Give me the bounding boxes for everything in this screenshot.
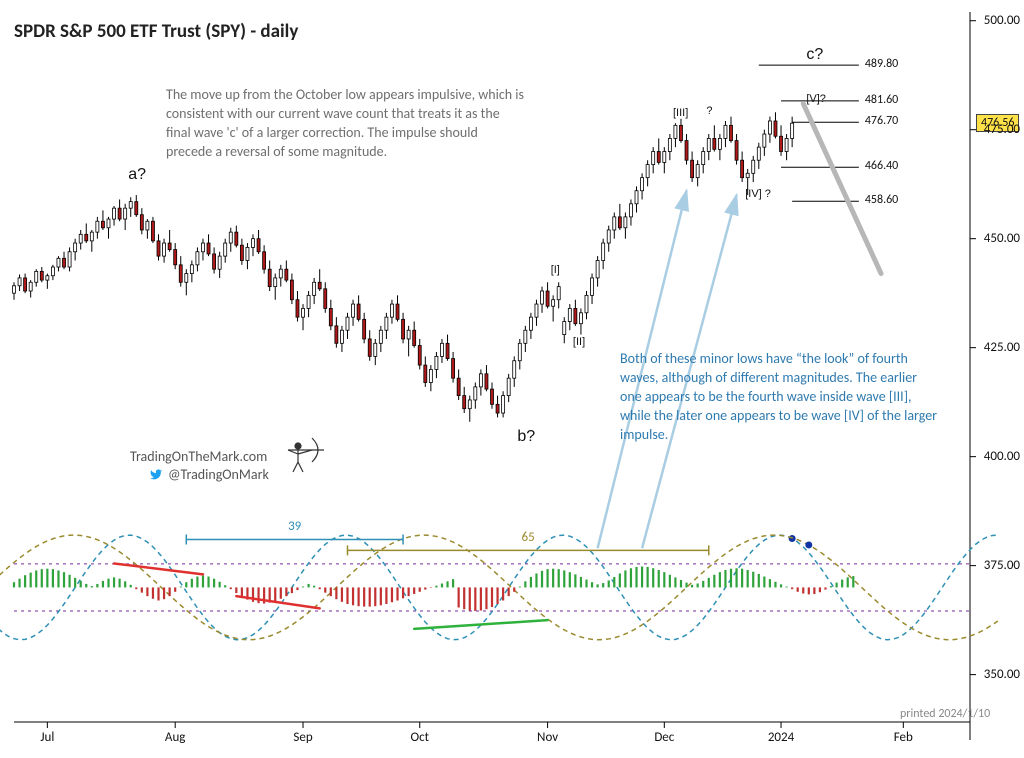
wave-label: [IV] ? [745,188,771,200]
x-tick-label: Jul [40,730,54,745]
cycle-count-label: 65 [522,530,535,545]
price-level-label: 489.80 [865,57,898,71]
wave-label: [I] [551,264,560,276]
wave-label: a? [128,166,146,184]
annotation-gray: The move up from the October low appears… [166,86,526,162]
y-tick-label: 500.00 [984,13,1020,28]
x-tick-label: Dec [654,730,674,745]
y-tick-label: 425.00 [984,340,1020,355]
twitter-icon [148,468,164,481]
x-tick-label: Nov [537,730,558,745]
y-tick-label: 400.00 [984,449,1020,464]
price-level-label: 481.60 [865,93,898,107]
wave-label: [V]? [806,93,826,105]
wave-label: ? [706,105,712,117]
price-level-label: 466.40 [865,159,898,173]
x-tick-label: Sep [293,730,312,745]
y-tick-label: 450.00 [984,231,1020,246]
y-tick-label: 350.00 [984,667,1020,682]
cycle-count-label: 39 [288,519,301,534]
price-level-label: 458.60 [865,193,898,207]
y-tick-label: 375.00 [984,558,1020,573]
printed-date: printed 2024/1/10 [900,707,990,721]
wave-label: [III] [673,107,688,119]
x-tick-label: Aug [165,730,185,745]
annotation-blue: Both of these minor lows have “the look”… [620,350,940,444]
brand-handle: @TradingOnMark [148,466,269,483]
y-tick-label: 475.00 [984,122,1020,137]
wave-label: c? [806,46,823,64]
x-tick-label: 2024 [768,730,794,745]
price-level-label: 476.70 [865,114,898,128]
wave-label: [II] [573,336,585,348]
brand-site: TradingOnTheMark.com [130,448,267,465]
brand-handle-text: @TradingOnMark [168,466,269,483]
wave-label: b? [517,428,535,446]
chart-title: SPDR S&P 500 ETF Trust (SPY) - daily [14,20,298,43]
x-tick-label: Feb [894,730,913,745]
x-tick-label: Oct [411,730,429,745]
